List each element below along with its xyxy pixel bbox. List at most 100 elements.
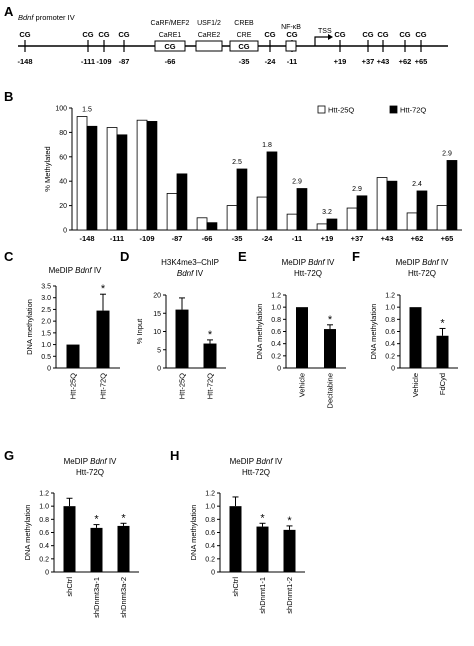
x-tick-label: -24 xyxy=(262,234,274,243)
y-tick-label: 40 xyxy=(59,179,67,186)
y-tick-label: 0 xyxy=(391,366,395,373)
x-tick-label: shDnmt3a-1 xyxy=(92,577,101,618)
x-tick-label: Htt-72Q xyxy=(206,373,215,399)
fold-change-label: 2.4 xyxy=(412,181,422,188)
panel-letter-h: H xyxy=(170,448,179,463)
data-bar xyxy=(66,344,80,368)
data-bar xyxy=(90,527,103,572)
bar-htt-25q xyxy=(76,116,88,231)
fold-change-label: 2.9 xyxy=(352,186,362,193)
bar-htt-72q xyxy=(146,121,158,231)
bar-htt-25q xyxy=(376,177,388,231)
cg-site-label: CG xyxy=(377,30,388,39)
chart-title-part: IV xyxy=(193,269,203,278)
cg-site-label: CG xyxy=(98,30,109,39)
element-factor-label: NF-κB xyxy=(281,24,301,31)
cg-site-label: CG xyxy=(362,30,373,39)
y-axis-label: DNA methylation xyxy=(255,304,264,360)
y-tick-label: 1.2 xyxy=(271,293,281,300)
y-tick-label: 0.2 xyxy=(39,556,49,563)
chart-title-line: H3K4me3–ChIP xyxy=(161,258,219,267)
significance-marker: * xyxy=(94,514,99,526)
x-tick-label: shCtrl xyxy=(231,577,240,597)
significance-marker: * xyxy=(208,329,213,341)
significance-marker: * xyxy=(260,512,265,524)
chart-title-part: Bdnf xyxy=(75,266,92,275)
chart-title-part: Bdnf xyxy=(422,258,439,267)
cg-site-label: CG xyxy=(238,42,249,51)
medip-shdnmt1-chart-panel: H MeDIP Bdnf IVHtt-72Q00.20.40.60.81.01.… xyxy=(170,448,305,614)
bar-htt-72q xyxy=(356,195,368,231)
medip-shdnmt3a-chart-panel: G MeDIP Bdnf IVHtt-72Q00.20.40.60.81.01.… xyxy=(4,448,139,618)
y-tick-label: 60 xyxy=(59,154,67,161)
significance-marker: * xyxy=(101,283,106,295)
cg-position-label: -35 xyxy=(239,57,250,66)
cg-site-label: CG xyxy=(164,42,175,51)
element-factor-label: CREB xyxy=(234,20,254,27)
h3k4me3-chip-chart-panel: D H3K4me3–ChIP Bdnf IV 0 5 10 15 20 % Input Htt-… xyxy=(120,249,226,399)
bar-htt-72q xyxy=(296,188,308,231)
x-tick-label: Htt-25Q xyxy=(178,373,187,399)
chart-title-part: H3K4me3–ChIP xyxy=(161,258,219,267)
chart-title-part: IV xyxy=(325,258,335,267)
y-tick-label: 0.8 xyxy=(385,317,395,324)
bar-htt-72q xyxy=(416,190,428,231)
y-tick-label: 0.2 xyxy=(205,556,215,563)
x-tick-label: shDnmt3a-2 xyxy=(119,577,128,618)
bar-htt-72q xyxy=(326,218,338,231)
significance-marker: * xyxy=(121,512,126,524)
chart-title-line: MeDIP Bdnf IV xyxy=(49,266,102,275)
y-tick-label: 0.6 xyxy=(205,530,215,537)
chart-title-line: Bdnf IV xyxy=(177,269,204,278)
chart-title-line: Htt-72Q xyxy=(408,269,436,278)
legend-swatch xyxy=(389,105,398,114)
cg-site-label: CG xyxy=(334,30,345,39)
y-axis-label: DNA methylation xyxy=(23,505,32,561)
chart-title-part: Bdnf xyxy=(256,457,273,466)
y-tick-label: 0.6 xyxy=(39,530,49,537)
x-tick-label: shDnmt1-2 xyxy=(285,577,294,614)
chart-title-line: Htt-72Q xyxy=(242,468,270,477)
x-tick-label: -109 xyxy=(139,234,154,243)
y-tick-label: 0.8 xyxy=(39,517,49,524)
x-tick-label: Decitabine xyxy=(326,373,335,408)
chart-title-part: Bdnf xyxy=(308,258,325,267)
x-tick-label: shDnmt1-1 xyxy=(258,577,267,614)
significance-marker: * xyxy=(328,314,333,326)
y-tick-label: 0.5 xyxy=(41,354,51,361)
medip-htt-chart-panel: C MeDIP Bdnf IV 0 0.5 1.0 1.5 2.0 2.5 3.0 3.5 DNA… xyxy=(4,249,120,399)
panel-letter-c: C xyxy=(4,249,14,264)
fold-change-label: 1.8 xyxy=(262,142,272,149)
panel-letter-f: F xyxy=(352,249,360,264)
x-tick-label: -111 xyxy=(110,234,124,243)
y-axis-label: % Input xyxy=(135,318,144,344)
legend-label: Htt-25Q xyxy=(328,106,354,115)
y-axis-label: DNA methylation xyxy=(189,505,198,561)
chart-title-part: MeDIP xyxy=(396,258,423,267)
chart-title-part: Htt-72Q xyxy=(242,468,270,477)
y-tick-label: 0.4 xyxy=(271,341,281,348)
y-tick-label: 0.4 xyxy=(39,543,49,550)
y-axis-label: % Methylated xyxy=(43,146,52,191)
chart-title-line: MeDIP Bdnf IV xyxy=(396,258,449,267)
data-bar xyxy=(296,307,308,368)
bar-htt-72q xyxy=(266,151,278,231)
fold-change-label: 2.9 xyxy=(442,150,452,157)
panel-letter-e: E xyxy=(238,249,247,264)
promoter-element-box xyxy=(195,40,223,52)
data-bar xyxy=(175,309,189,368)
methylation-bar-chart-panel: B 0 20 40 60 80 100 % Methylated -148 1.5 -111 -10… xyxy=(4,89,462,243)
y-tick-label: 1.5 xyxy=(41,330,51,337)
cg-position-label: -87 xyxy=(119,57,130,66)
significance-marker: * xyxy=(440,317,445,329)
cg-position-label: -148 xyxy=(17,57,32,66)
data-bar xyxy=(96,310,110,368)
bar-htt-25q xyxy=(256,196,268,231)
data-bar xyxy=(117,525,130,572)
y-tick-label: 0 xyxy=(157,366,161,373)
chart-title-part: IV xyxy=(92,266,102,275)
bar-htt-72q xyxy=(116,134,128,231)
chart-title-part: IV xyxy=(439,258,449,267)
y-tick-label: 1.2 xyxy=(39,491,49,498)
y-tick-label: 0.2 xyxy=(385,353,395,360)
